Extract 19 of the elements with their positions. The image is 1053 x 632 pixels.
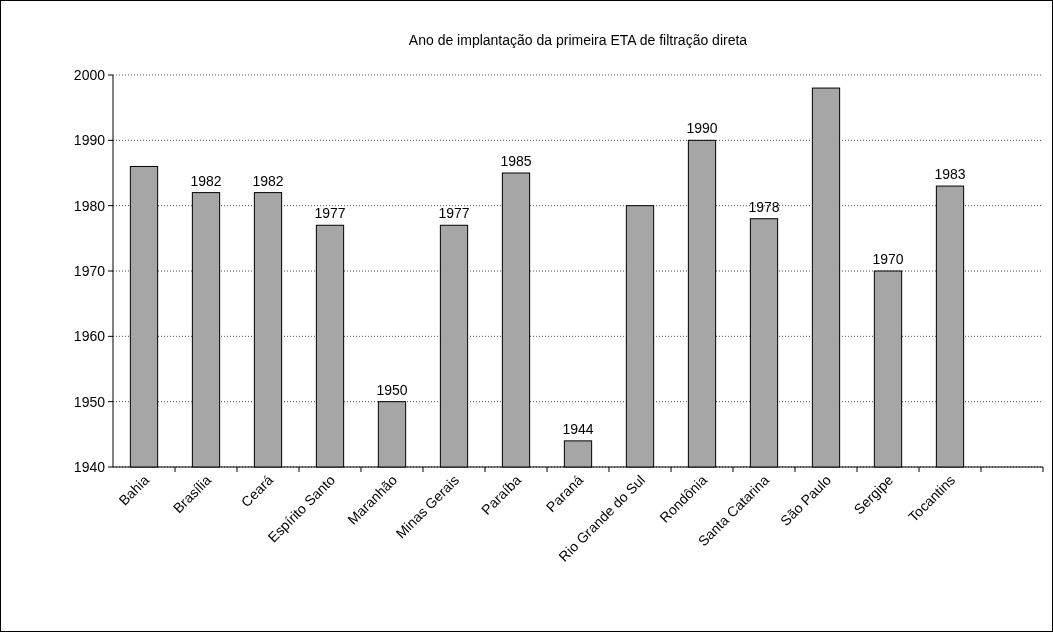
y-tick-label: 1980	[73, 197, 106, 214]
data-label: 1970	[872, 251, 904, 267]
y-tick-label: 1990	[73, 132, 106, 149]
data-label: 1982	[252, 172, 284, 189]
data-label: 1978	[748, 198, 780, 215]
y-tick-label: 1960	[73, 328, 106, 345]
y-tick-label: 1940	[73, 459, 106, 475]
data-label: 1950	[376, 381, 408, 398]
data-label: 1982	[190, 172, 222, 189]
y-tick-label: 2000	[73, 67, 106, 83]
data-label: 1985	[500, 153, 532, 169]
data-label: 1977	[314, 205, 346, 222]
data-label: 1990	[686, 120, 718, 137]
y-tick-label: 1950	[73, 393, 106, 410]
data-label: 1977	[438, 205, 470, 222]
data-label: 1944	[562, 420, 594, 437]
chart-title: Ano de implantação da primeira ETA de filtração direta	[408, 32, 748, 48]
data-label: 1983	[934, 166, 966, 183]
y-tick-label: 1970	[73, 263, 106, 279]
